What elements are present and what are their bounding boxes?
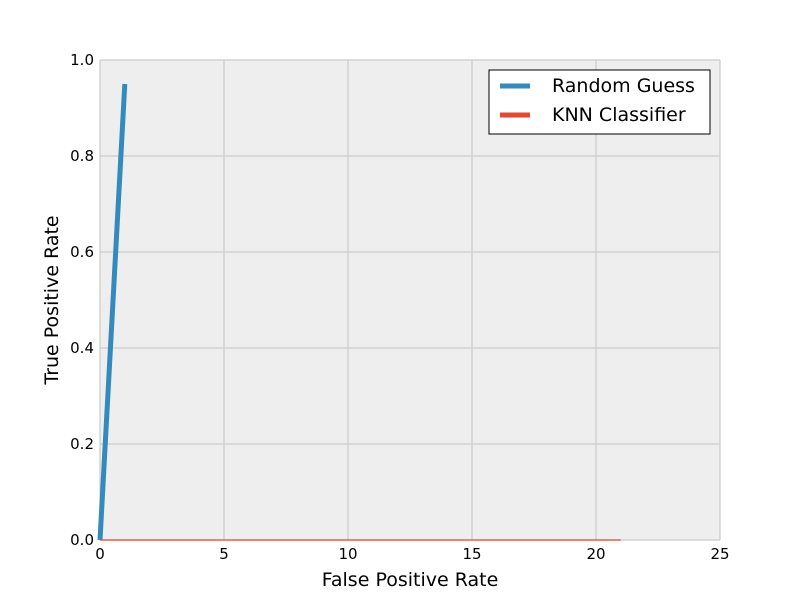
- x-tick-label: 15: [462, 545, 481, 563]
- x-tick-label: 10: [338, 545, 357, 563]
- x-tick-label: 0: [95, 545, 105, 563]
- x-axis-ticks: 0 5 10 15 20 25: [95, 545, 729, 563]
- series-line-random-guess: [97, 83, 128, 541]
- legend-label-knn-classifier: KNN Classifier: [552, 104, 686, 126]
- x-axis-title: False Positive Rate: [322, 569, 499, 591]
- plot-background: [100, 60, 720, 540]
- series-lines: [97, 83, 621, 541]
- y-axis-title: True Positive Rate: [41, 215, 63, 385]
- legend-label-random-guess: Random Guess: [552, 75, 695, 97]
- legend-box: [488, 69, 711, 135]
- x-tick-label: 5: [219, 545, 229, 563]
- legend: Random Guess KNN Classifier: [488, 69, 711, 135]
- x-tick-label: 20: [586, 545, 605, 563]
- y-tick-label: 0.0: [70, 531, 94, 549]
- y-tick-label: 0.6: [70, 243, 94, 261]
- x-tick-label: 25: [710, 545, 729, 563]
- grid: [99, 59, 721, 541]
- y-axis-ticks: 0.0 0.2 0.4 0.6 0.8 1.0: [70, 51, 94, 549]
- y-tick-label: 1.0: [70, 51, 94, 69]
- y-tick-label: 0.2: [70, 435, 94, 453]
- y-tick-label: 0.4: [70, 339, 94, 357]
- y-tick-label: 0.8: [70, 147, 94, 165]
